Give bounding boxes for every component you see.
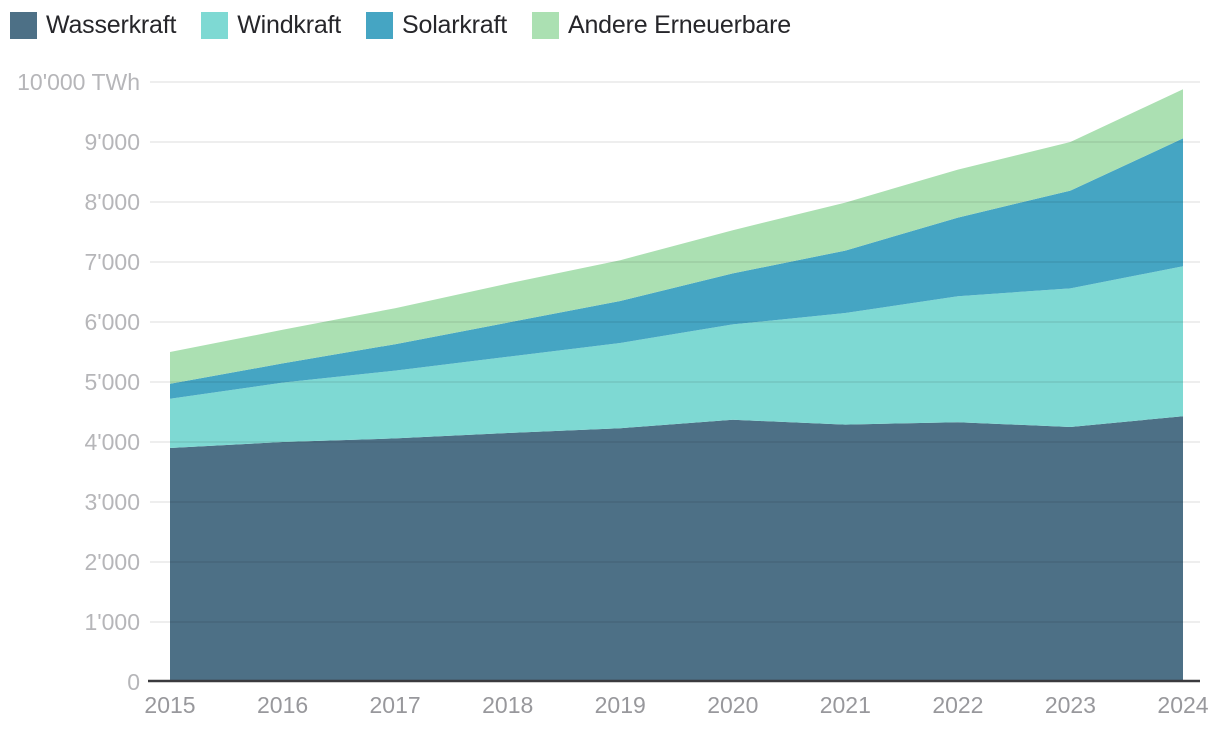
legend-label: Andere Erneuerbare	[568, 11, 791, 39]
y-tick-label: 0	[127, 669, 140, 695]
legend-label: Solarkraft	[402, 11, 507, 39]
y-tick-label: 7'000	[84, 249, 140, 275]
legend-item-windkraft[interactable]: Windkraft	[201, 11, 341, 40]
legend-item-solarkraft[interactable]: Solarkraft	[366, 11, 507, 40]
legend-swatch-icon	[532, 12, 559, 39]
x-tick-label: 2017	[370, 692, 421, 718]
legend-item-wasserkraft[interactable]: Wasserkraft	[10, 11, 176, 40]
y-tick-label: 2'000	[84, 549, 140, 575]
x-tick-label: 2023	[1045, 692, 1096, 718]
area-windkraft[interactable]	[170, 266, 1183, 448]
x-tick-label: 2020	[707, 692, 758, 718]
x-tick-label: 2018	[482, 692, 533, 718]
area-andere-erneuerbare[interactable]	[170, 89, 1183, 384]
y-tick-label: 8'000	[84, 189, 140, 215]
y-tick-label: 10'000 TWh	[17, 69, 140, 95]
legend-label: Wasserkraft	[46, 11, 177, 39]
y-tick-label: 4'000	[84, 429, 140, 455]
y-tick-label: 9'000	[84, 129, 140, 155]
x-tick-label: 2021	[820, 692, 871, 718]
legend-item-andere-erneuerbare[interactable]: Andere Erneuerbare	[532, 11, 791, 40]
x-tick-label: 2019	[595, 692, 646, 718]
y-tick-label: 6'000	[84, 309, 140, 335]
area-solarkraft[interactable]	[170, 138, 1183, 399]
x-tick-label: 2016	[257, 692, 308, 718]
chart-legend: Wasserkraft Windkraft Solarkraft Andere Ern…	[10, 11, 791, 40]
legend-swatch-icon	[10, 12, 37, 39]
legend-label: Windkraft	[237, 11, 342, 39]
x-tick-label: 2024	[1157, 692, 1208, 718]
legend-swatch-icon	[201, 12, 229, 39]
legend-swatch-icon	[366, 12, 394, 39]
y-tick-label: 1'000	[84, 609, 140, 635]
y-tick-label: 5'000	[84, 369, 140, 395]
y-tick-label: 3'000	[84, 489, 140, 515]
area-wasserkraft[interactable]	[170, 416, 1183, 682]
x-tick-label: 2015	[144, 692, 195, 718]
x-tick-label: 2022	[932, 692, 983, 718]
